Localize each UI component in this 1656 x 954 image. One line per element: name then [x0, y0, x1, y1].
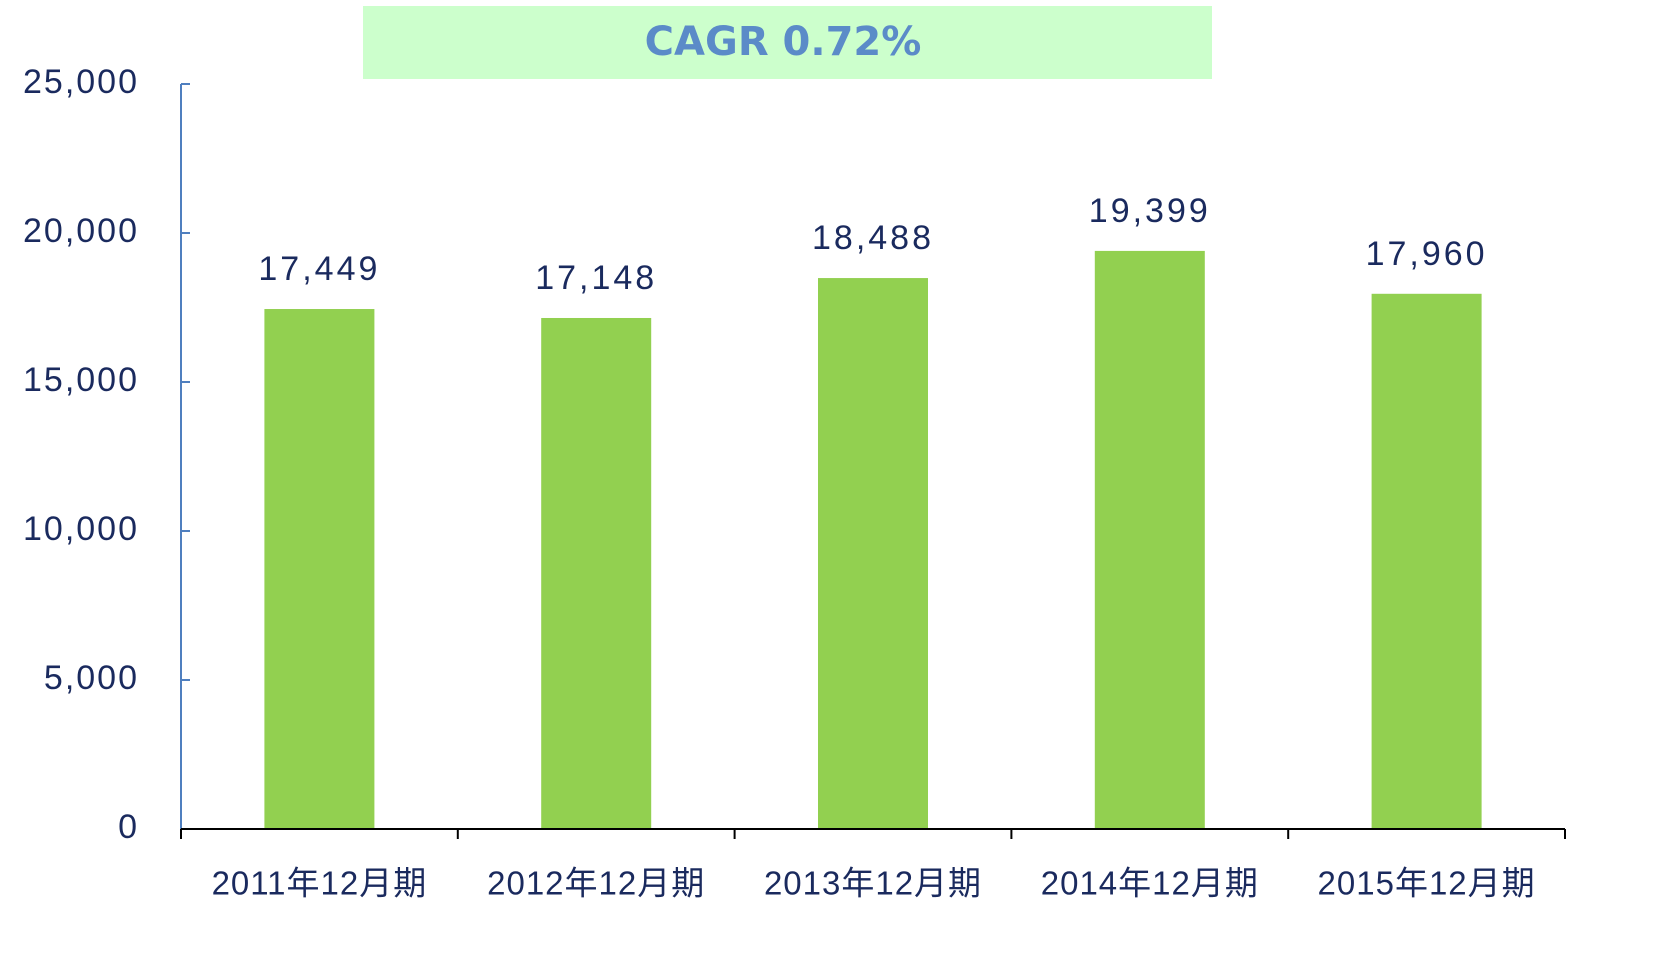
x-tick-label: 2012年12月期: [487, 865, 705, 902]
bar: [818, 278, 928, 829]
y-tick-label: 25,000: [23, 63, 139, 101]
y-tick-label: 20,000: [23, 212, 139, 250]
annotation: CAGR 0.72%: [645, 19, 922, 65]
x-tick-label: 2013年12月期: [764, 865, 982, 902]
annotation-box: [363, 6, 1212, 79]
y-tick-label: 15,000: [23, 361, 139, 399]
bar: [541, 317, 652, 829]
y-tick-label: 5,000: [44, 659, 139, 697]
y-tick-label: 0: [118, 808, 139, 846]
data-label: 17,960: [1366, 235, 1488, 273]
x-tick-label: 2014年12月期: [1041, 865, 1259, 902]
data-label: 17,148: [535, 259, 657, 297]
data-label: 17,449: [258, 250, 380, 288]
data-label: 18,488: [812, 219, 934, 257]
bar: [1094, 250, 1205, 830]
data-label: 19,399: [1089, 192, 1211, 230]
x-tick-label: 2015年12月期: [1318, 865, 1536, 902]
bar: [1371, 293, 1482, 829]
bar: [264, 309, 375, 830]
y-tick-label: 10,000: [23, 510, 139, 548]
x-tick-label: 2011年12月期: [212, 865, 428, 902]
